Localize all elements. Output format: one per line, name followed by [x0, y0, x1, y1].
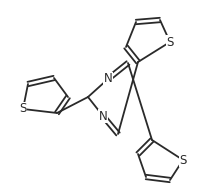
Text: N: N	[104, 73, 112, 85]
Text: S: S	[19, 102, 27, 115]
Text: N: N	[99, 109, 107, 123]
Text: S: S	[179, 153, 187, 167]
Text: S: S	[166, 36, 174, 48]
